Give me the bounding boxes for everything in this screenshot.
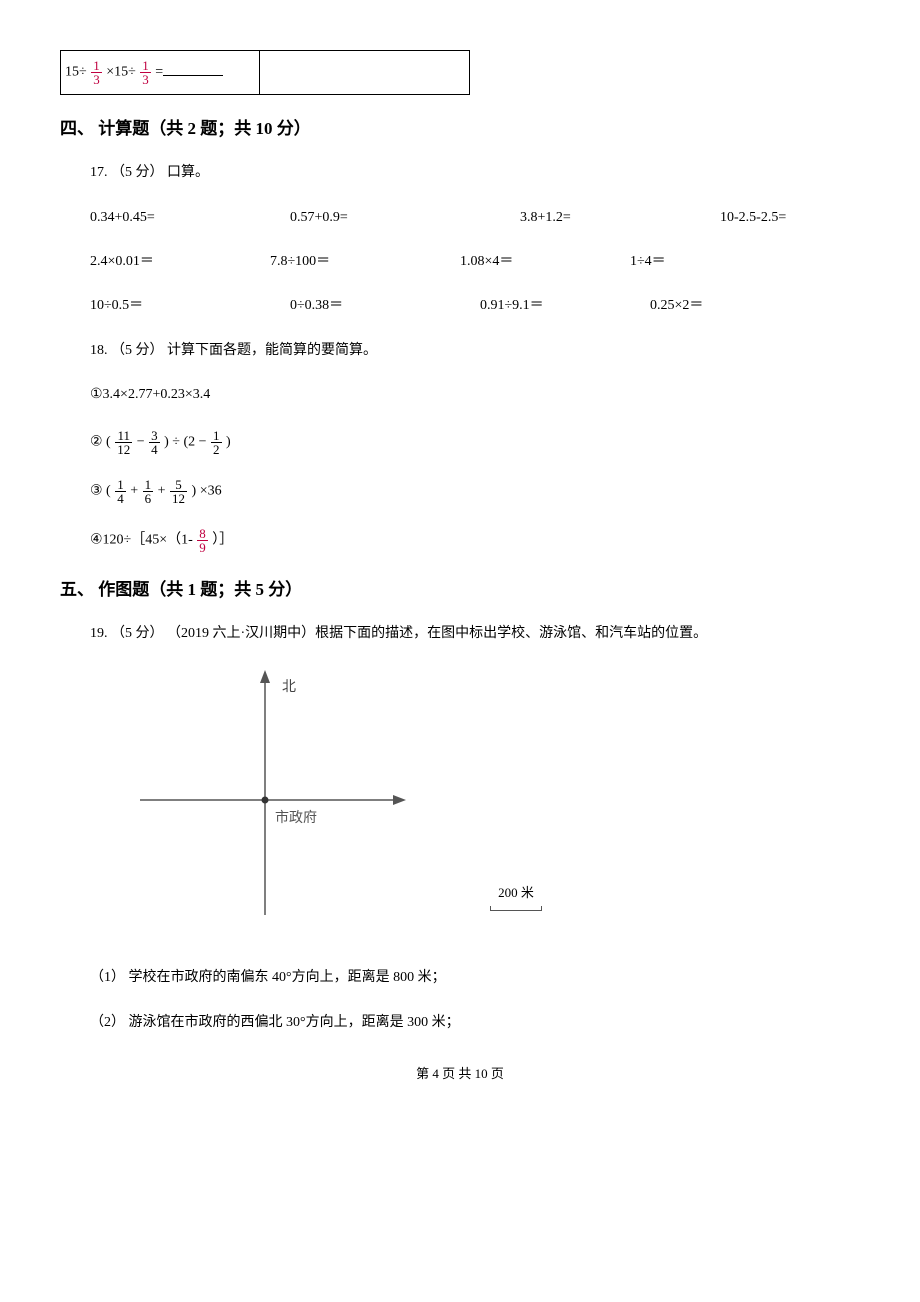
fraction-1: 1 3 xyxy=(91,59,102,86)
calc-item: 10÷0.5＝ xyxy=(90,295,290,317)
calc-item: 0.91÷9.1＝ xyxy=(480,295,650,317)
fraction: 14 xyxy=(115,478,126,505)
q17-row-1: 0.34+0.45= 0.57+0.9= 3.8+1.2= 10-2.5-2.5… xyxy=(90,207,860,229)
calc-item: 2.4×0.01＝ xyxy=(90,251,270,273)
calc-item: 1.08×4＝ xyxy=(460,251,630,273)
empty-cell xyxy=(260,51,469,94)
fraction: 89 xyxy=(197,527,208,554)
page-footer: 第 4 页 共 10 页 xyxy=(60,1064,860,1085)
eq-mid: ×15÷ xyxy=(106,65,139,80)
fraction: 34 xyxy=(149,429,160,456)
calc-item: 10-2.5-2.5= xyxy=(720,207,786,229)
eq-suffix: = xyxy=(155,65,163,80)
axes-svg xyxy=(120,665,420,925)
equation-table: 15÷ 1 3 ×15÷ 1 3 = xyxy=(60,50,470,95)
north-label: 北 xyxy=(282,677,296,699)
q18-p1: ①3.4×2.77+0.23×3.4 xyxy=(90,384,860,406)
q18-p3: ③ ( 14 + 16 + 512 ) ×36 xyxy=(90,478,860,505)
eq-prefix: 15÷ xyxy=(65,65,90,80)
scale-line xyxy=(490,906,542,911)
q18-p2: ② ( 1112 − 34 ) ÷ (2 − 12 ) xyxy=(90,429,860,456)
q19-sub2: （2） 游泳馆在市政府的西偏北 30°方向上，距离是 300 米； xyxy=(90,1012,860,1034)
fraction: 12 xyxy=(211,429,222,456)
calc-item: 0.34+0.45= xyxy=(90,207,290,229)
q18-header: 18. （5 分） 计算下面各题，能简算的要简算。 xyxy=(90,340,860,362)
center-label: 市政府 xyxy=(275,808,317,830)
q17-header: 17. （5 分） 口算。 xyxy=(90,162,860,184)
section-4-header: 四、 计算题（共 2 题；共 10 分） xyxy=(60,115,860,142)
calc-item: 0.25×2＝ xyxy=(650,295,703,317)
scale-bar: 200 米 xyxy=(490,883,542,911)
fraction: 512 xyxy=(170,478,187,505)
coordinate-diagram: 北 市政府 200 米 xyxy=(120,665,580,945)
scale-label: 200 米 xyxy=(490,883,542,904)
equation-cell: 15÷ 1 3 ×15÷ 1 3 = xyxy=(61,51,260,94)
calc-item: 7.8÷100＝ xyxy=(270,251,460,273)
answer-blank xyxy=(163,62,223,76)
fraction-2: 1 3 xyxy=(140,59,151,86)
q19-sub1: （1） 学校在市政府的南偏东 40°方向上，距离是 800 米； xyxy=(90,967,860,989)
fraction: 16 xyxy=(143,478,154,505)
calc-item: 0÷0.38＝ xyxy=(290,295,480,317)
q17-row-2: 2.4×0.01＝ 7.8÷100＝ 1.08×4＝ 1÷4＝ xyxy=(90,251,860,273)
q17-row-3: 10÷0.5＝ 0÷0.38＝ 0.91÷9.1＝ 0.25×2＝ xyxy=(90,295,860,317)
fraction: 1112 xyxy=(115,429,132,456)
q19-header: 19. （5 分） （2019 六上·汉川期中）根据下面的描述，在图中标出学校、… xyxy=(90,623,860,645)
section-5-header: 五、 作图题（共 1 题；共 5 分） xyxy=(60,576,860,603)
calc-item: 3.8+1.2= xyxy=(520,207,720,229)
q18-p4: ④120÷［45×（1- 89 ）］ xyxy=(90,527,860,554)
calc-item: 1÷4＝ xyxy=(630,251,666,273)
calc-item: 0.57+0.9= xyxy=(290,207,520,229)
